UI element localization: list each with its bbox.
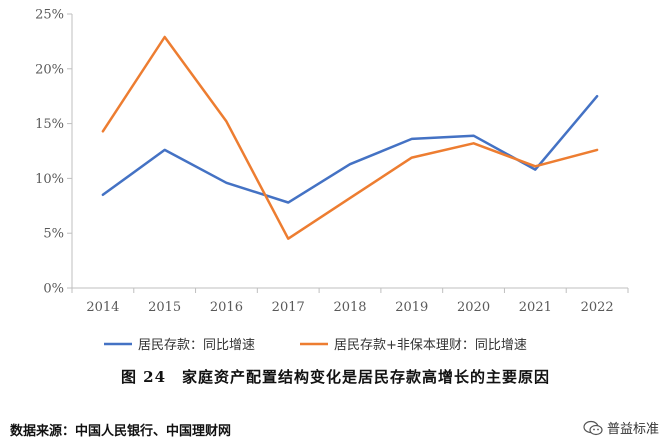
x-tick-label: 2017	[272, 300, 305, 315]
x-tick-label: 2021	[519, 300, 552, 315]
data-source: 数据来源：中国人民银行、中国理财网	[10, 424, 232, 439]
x-tick-label: 2022	[581, 300, 614, 315]
y-tick-label: 25%	[35, 8, 64, 23]
legend-label-1: 居民存款：同比增速	[138, 338, 255, 353]
figure-caption: 图 24 家庭资产配置结构变化是居民存款高增长的主要原因	[120, 368, 551, 386]
x-tick-label: 2016	[210, 300, 243, 315]
series-line-2	[101, 35, 599, 240]
x-tick-label: 2014	[86, 300, 119, 315]
wechat-icon	[583, 420, 603, 435]
y-tick-label: 5%	[43, 227, 64, 242]
y-tick-label: 10%	[35, 172, 64, 187]
x-tick-label: 2019	[395, 300, 428, 315]
line-chart: 0% 5% 10% 15% 20% 25% 2014 2015 2016 2017 2018 201…	[35, 8, 629, 353]
x-tick-label: 2020	[457, 300, 490, 315]
watermark: 普益标准	[583, 418, 659, 437]
x-tick-label: 2015	[148, 300, 181, 315]
legend-label-2: 居民存款+非保本理财：同比增速	[334, 338, 527, 353]
y-tick-label: 0%	[43, 282, 64, 297]
y-tick-label: 15%	[35, 117, 64, 132]
series-line-1	[101, 94, 599, 204]
watermark-text: 普益标准	[606, 422, 659, 437]
x-tick-label: 2018	[333, 300, 366, 315]
y-tick-label: 20%	[35, 62, 64, 77]
